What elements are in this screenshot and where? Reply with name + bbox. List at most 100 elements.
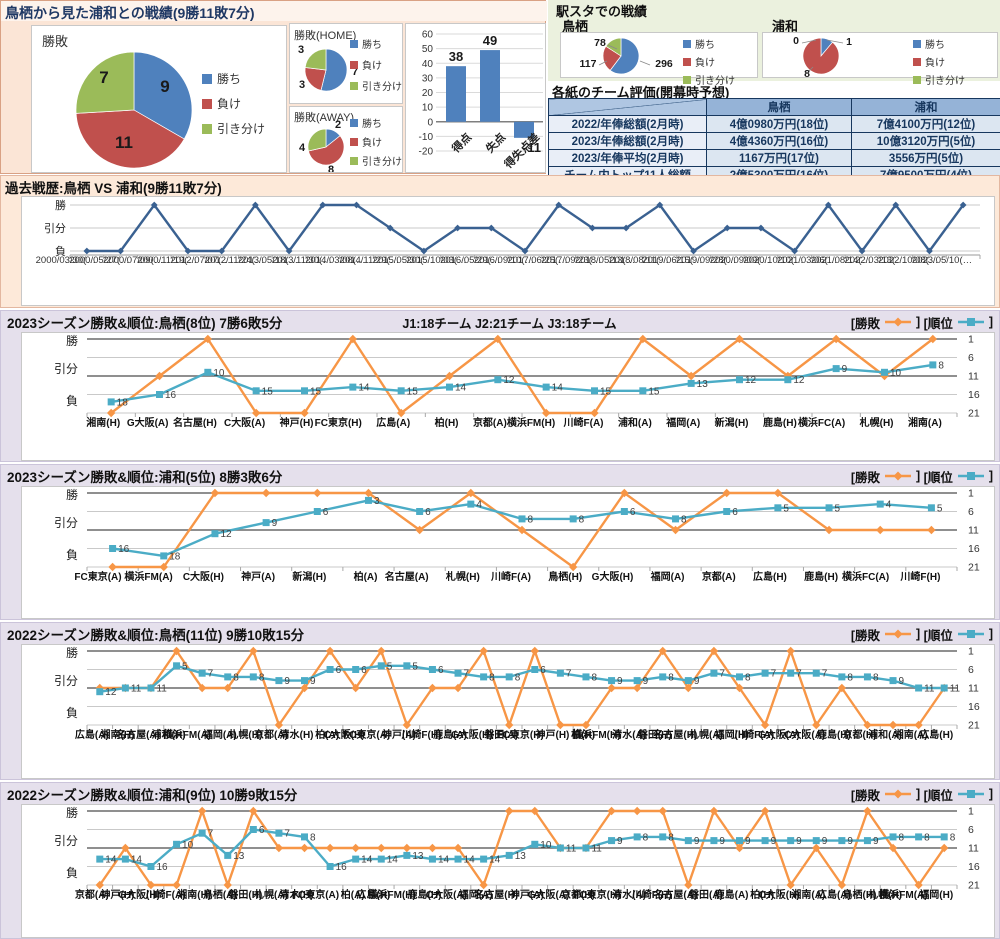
- rank-value-label: 18: [117, 397, 129, 408]
- winloss-marker: [783, 371, 793, 381]
- winloss-marker: [300, 843, 309, 853]
- winloss-marker: [428, 683, 437, 693]
- rank-value-label: 8: [873, 672, 879, 683]
- winloss-marker: [83, 247, 91, 255]
- winloss-marker: [428, 843, 437, 853]
- loss-legend-swatch: [350, 137, 358, 146]
- x-axis-label: 京都(A): [75, 888, 109, 901]
- x-axis-label: 名古屋(A): [385, 570, 429, 583]
- winloss-marker: [197, 806, 207, 816]
- season-chart-box: 1 6 11 16 21 勝引分負 16 18 12 9 6 3 6 4 8 8 6 8 6 5 5 4 5 FC東京(A) 横…: [21, 486, 995, 619]
- x-axis-label: 柏(A): [354, 570, 378, 583]
- rank-value-label: 6: [630, 507, 636, 518]
- pie-value-label: 3: [299, 79, 305, 91]
- x-axis-label: 川崎F(H): [631, 888, 672, 901]
- winloss-marker: [658, 806, 667, 816]
- winloss-marker: [172, 880, 181, 890]
- winloss-marker: [402, 720, 412, 730]
- x-axis-label: 鹿島(H): [763, 416, 797, 429]
- winloss-marker: [773, 488, 783, 498]
- winloss-marker: [274, 720, 284, 730]
- rank-value-label: 6: [425, 507, 431, 518]
- rank-value-label: 7: [284, 829, 290, 840]
- rank-marker: [736, 837, 743, 845]
- winloss-marker: [858, 247, 866, 255]
- rank-value-label: 9: [745, 836, 751, 847]
- rank-axis-label: 21: [968, 720, 980, 732]
- rank-marker: [929, 361, 937, 369]
- x-axis-label: 2016/05/29(…: [440, 255, 500, 266]
- winloss-marker: [735, 683, 744, 693]
- y-axis-label: 引分: [54, 674, 78, 688]
- rank-marker: [684, 677, 692, 685]
- x-axis-label: 広島(H): [753, 570, 787, 583]
- rank-marker: [352, 666, 360, 673]
- rank-value-label: 9: [272, 518, 278, 529]
- winloss-marker: [760, 720, 770, 730]
- legend-bracket: ]: [916, 627, 921, 641]
- x-axis-label: 2015/05/30(…: [373, 255, 433, 266]
- winloss-marker: [530, 646, 539, 656]
- winloss-marker: [656, 201, 664, 209]
- winloss-legend-label: [勝敗: [850, 470, 880, 485]
- x-axis-label: 広島(A): [817, 888, 851, 901]
- rank-marker: [784, 376, 792, 384]
- y-axis-label: 負: [55, 245, 66, 258]
- winloss-marker: [351, 843, 360, 853]
- rank-marker: [364, 496, 372, 504]
- rank-value-label: 8: [259, 672, 265, 683]
- winloss-marker: [517, 525, 527, 535]
- winloss-marker: [581, 720, 591, 730]
- winloss-legend-label: [勝敗: [850, 788, 880, 803]
- rank-value-label: 8: [681, 514, 687, 525]
- winloss-marker: [505, 720, 514, 730]
- rank-legend-label: [順位: [923, 628, 953, 643]
- winloss-marker: [824, 525, 834, 535]
- pie-value-label: 7: [99, 68, 108, 87]
- rank-line-icon: [957, 630, 984, 638]
- x-axis-label: 横浜FC(A): [798, 416, 845, 429]
- pie-slice: [304, 48, 327, 71]
- rank-marker: [494, 376, 502, 384]
- draw-legend-label: 引き分け: [362, 157, 402, 168]
- rank-axis-label: 21: [968, 408, 980, 420]
- station-urawa-pie-box: 1 8 0 勝ち 負け 引き分け: [762, 32, 998, 87]
- rank-axis-label: 21: [968, 880, 980, 892]
- win-legend-swatch: [913, 39, 921, 48]
- win-legend-swatch: [350, 39, 358, 48]
- rank-marker: [915, 684, 923, 692]
- rank-value-label: 5: [835, 503, 841, 514]
- rank-value-label: 9: [694, 836, 700, 847]
- rank-marker: [96, 855, 104, 863]
- rank-value-label: 9: [771, 836, 777, 847]
- x-axis-label: 2000/07/09(…: [103, 255, 163, 266]
- rank-axis-label: 16: [968, 543, 980, 555]
- label-leader-line: [598, 60, 608, 66]
- rank-value-label: 12: [745, 375, 757, 386]
- history-line-chart: 勝引分負2000/03/30(…2000/05/27(…2000/07/09(……: [36, 198, 981, 266]
- winloss-marker: [453, 843, 463, 853]
- x-axis-label: 名古屋(H): [173, 416, 217, 429]
- winloss-marker: [325, 843, 335, 853]
- rank-marker: [249, 826, 257, 833]
- rank-marker: [556, 669, 564, 677]
- rank-line-icon: [957, 790, 984, 798]
- x-axis-label: 福岡(A): [458, 888, 493, 901]
- x-axis-label: 2017/06/25(…: [507, 255, 567, 266]
- rank-marker: [787, 837, 795, 845]
- season-chart-box: 1 6 11 16 21 勝引分負 14 14 16 10 7 13 6 7 8 16 14 14 13 14 14 14…: [21, 804, 995, 938]
- rank-value-label: 8: [924, 832, 930, 843]
- winloss-marker: [607, 683, 616, 693]
- rank-value-label: 4: [476, 500, 482, 511]
- rank-value-label: 9: [643, 676, 649, 687]
- rank-value-label: 7: [208, 829, 214, 840]
- rank-value-label: 10: [540, 840, 552, 851]
- loss-legend-swatch: [202, 98, 212, 109]
- rank-marker: [428, 855, 436, 863]
- rank-marker: [96, 688, 104, 696]
- rank-value-label: 7: [796, 669, 802, 680]
- rank-marker: [608, 837, 616, 845]
- winloss-marker: [690, 247, 697, 255]
- x-axis-label: 浦和(H): [152, 728, 186, 741]
- y-axis-label: 勝: [66, 487, 78, 502]
